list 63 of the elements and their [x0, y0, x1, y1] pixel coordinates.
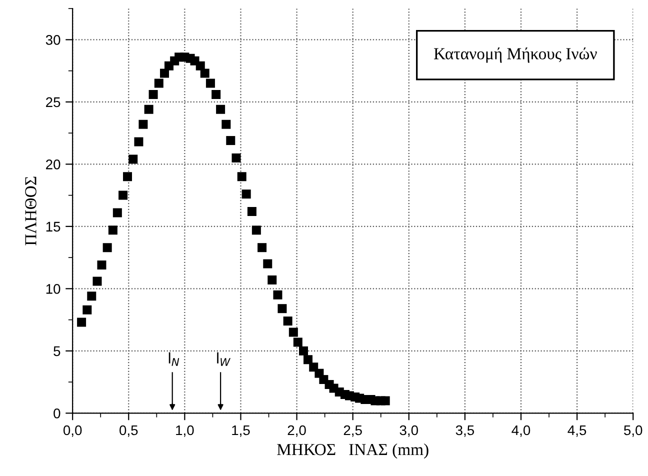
y-tick-label: 15: [46, 222, 60, 232]
point: [82, 305, 92, 314]
point: [226, 136, 236, 146]
point: [263, 259, 272, 268]
point: [134, 137, 144, 146]
x-tick-label: 4,0: [512, 425, 530, 437]
point: [242, 190, 251, 199]
point: [108, 226, 118, 235]
point: [283, 316, 292, 326]
point: [268, 275, 277, 284]
y-tick-label: 30: [46, 35, 60, 45]
ref-line-label: l$_{N}$: [168, 352, 180, 366]
x-tick-label: 2,5: [344, 425, 362, 437]
point: [112, 208, 122, 218]
point: [380, 396, 390, 406]
x-tick-label: 3,5: [456, 425, 474, 437]
point: [92, 276, 102, 286]
point: [102, 243, 112, 252]
x-tick-label: 0,5: [120, 425, 138, 437]
point: [160, 68, 169, 78]
x-tick-label: 5,0: [624, 425, 642, 437]
point: [77, 318, 86, 327]
x-tick-label: 1,0: [176, 425, 194, 437]
point: [196, 61, 205, 70]
x-axis-title: ΜΗΚΟΣ ΙΝΑΣ (mm): [277, 443, 428, 459]
point: [212, 90, 221, 99]
point: [252, 226, 261, 235]
point: [200, 68, 210, 78]
point: [138, 120, 148, 129]
point: [144, 104, 154, 114]
x-tick-label: 2,0: [288, 425, 306, 437]
y-tick-label: 25: [46, 97, 60, 108]
point: [97, 260, 106, 270]
y-tick-label: 5: [54, 346, 60, 356]
point: [273, 290, 282, 300]
point: [247, 206, 256, 216]
point: [278, 304, 287, 314]
point: [206, 78, 215, 88]
point: [258, 243, 267, 252]
point: [232, 153, 241, 162]
x-tick-label: 0,0: [63, 425, 82, 437]
y-tick-label: 0: [54, 408, 60, 418]
point: [237, 172, 246, 182]
point: [123, 172, 132, 182]
point: [118, 190, 128, 200]
point: [154, 78, 164, 88]
ref-line-label: l$_{W}$: [217, 352, 231, 366]
point: [148, 90, 158, 99]
point: [299, 346, 308, 356]
x-tick-label: 4,5: [568, 425, 586, 437]
x-tick-label: 1,5: [232, 425, 250, 437]
point: [303, 355, 312, 364]
point: [288, 328, 298, 337]
point: [293, 338, 302, 347]
x-tick-label: 3,0: [400, 425, 418, 437]
y-axis-title: ΠΛΗΘΟΣ: [25, 176, 36, 246]
y-tick-label: 20: [46, 160, 60, 170]
annotation: Κατανομή Μήκους Ινών: [434, 47, 597, 63]
y-tick-label: 10: [46, 284, 60, 294]
point: [87, 292, 96, 301]
point: [216, 104, 226, 114]
point: [222, 120, 231, 129]
point: [128, 154, 138, 164]
